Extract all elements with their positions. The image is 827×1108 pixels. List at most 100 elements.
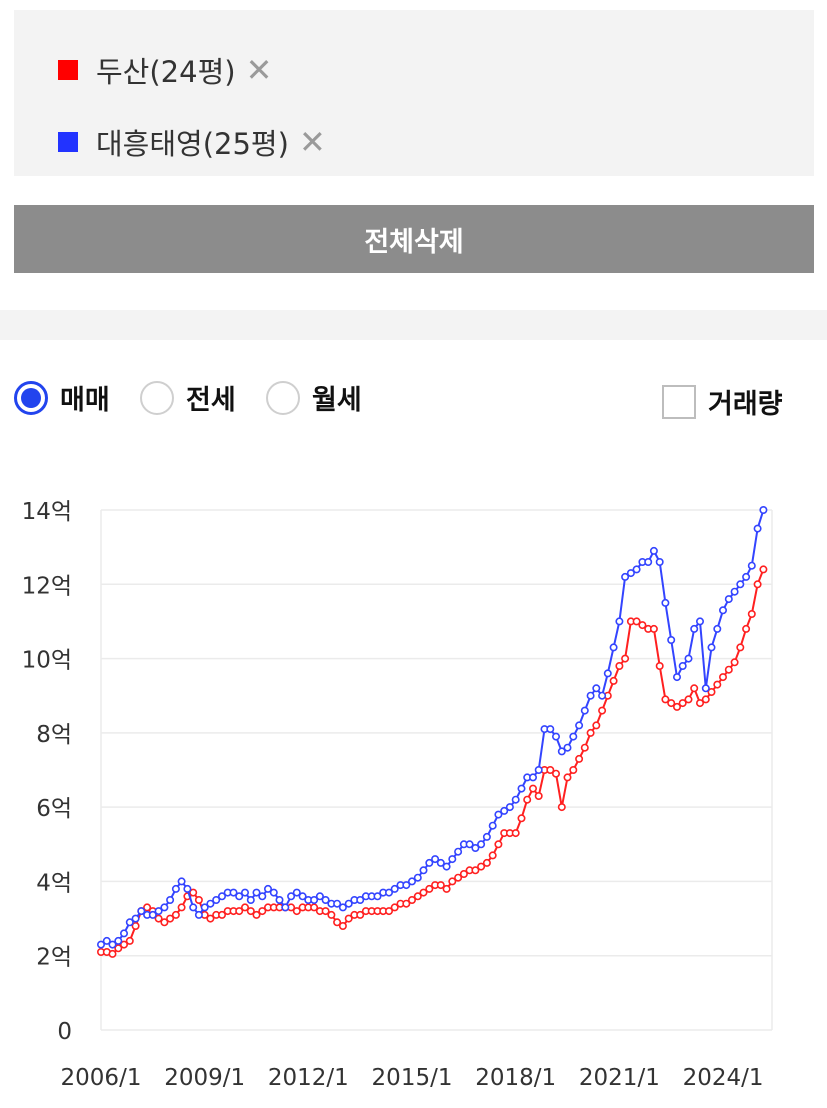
data-point	[436, 858, 445, 867]
data-point	[419, 888, 428, 897]
data-point	[419, 866, 428, 875]
close-icon[interactable]: ✕	[298, 123, 326, 161]
data-point	[713, 624, 722, 633]
data-point	[701, 684, 710, 693]
data-point	[707, 643, 716, 652]
data-point	[154, 907, 163, 916]
x-tick-label: 2009/1	[164, 1065, 245, 1091]
series-line-0	[101, 569, 765, 955]
data-point	[580, 743, 589, 752]
data-point	[373, 892, 382, 901]
data-point	[488, 851, 497, 860]
data-point	[448, 877, 457, 886]
data-point	[753, 524, 762, 533]
data-point	[695, 617, 704, 626]
data-point	[471, 866, 480, 875]
data-point	[384, 907, 393, 916]
data-point	[557, 747, 566, 756]
x-tick-label: 2012/1	[268, 1065, 349, 1091]
data-point	[528, 773, 537, 782]
data-point	[321, 907, 330, 916]
data-point	[166, 895, 175, 904]
legend-label-dusan: 두산(24평)	[96, 55, 236, 89]
data-point	[500, 806, 509, 815]
data-point	[189, 888, 198, 897]
data-point	[143, 903, 152, 912]
data-point	[747, 610, 756, 619]
data-point	[494, 840, 503, 849]
data-point	[407, 895, 416, 904]
data-point	[638, 621, 647, 630]
data-point	[482, 858, 491, 867]
data-point	[736, 580, 745, 589]
data-point	[384, 888, 393, 897]
data-point	[194, 910, 203, 919]
data-point	[235, 892, 244, 901]
data-point	[678, 662, 687, 671]
data-point	[229, 888, 238, 897]
data-point	[148, 910, 157, 919]
data-point	[724, 665, 733, 674]
data-point	[246, 895, 255, 904]
data-point	[517, 814, 526, 823]
data-point	[194, 895, 203, 904]
data-point	[609, 643, 618, 652]
data-point	[609, 676, 618, 685]
data-point	[551, 732, 560, 741]
data-point	[730, 658, 739, 667]
data-point	[120, 929, 129, 938]
y-tick-label: 14억	[22, 499, 72, 525]
close-icon[interactable]: ✕	[245, 51, 273, 89]
data-point	[701, 695, 710, 704]
data-point	[183, 884, 192, 893]
radio-jeonse[interactable]: 전세	[140, 378, 236, 417]
delete-all-button[interactable]: 전체삭제	[14, 205, 814, 273]
data-point	[546, 725, 555, 734]
data-point	[615, 662, 624, 671]
data-point	[592, 684, 601, 693]
data-point	[621, 572, 630, 581]
data-point	[649, 546, 658, 555]
data-point	[160, 918, 169, 927]
data-point	[753, 580, 762, 589]
data-point	[263, 884, 272, 893]
data-point	[724, 595, 733, 604]
data-point	[333, 918, 342, 927]
data-point	[586, 728, 595, 737]
data-point	[494, 810, 503, 819]
data-point	[402, 899, 411, 908]
radio-circle-icon	[14, 380, 48, 415]
data-point	[598, 706, 607, 715]
data-point	[212, 895, 221, 904]
data-point	[534, 791, 543, 800]
y-tick-label: 12억	[22, 573, 72, 599]
selected-complex-legend: 두산(24평) ✕ 대흥태영(25평) ✕	[14, 10, 814, 176]
data-point	[436, 881, 445, 890]
data-point	[557, 803, 566, 812]
data-point	[580, 706, 589, 715]
data-point	[626, 569, 635, 578]
data-point	[235, 907, 244, 916]
radio-monthly-rent[interactable]: 월세	[266, 378, 362, 417]
radio-sale[interactable]: 매매	[14, 378, 110, 417]
data-point	[661, 695, 670, 704]
data-point	[707, 688, 716, 697]
data-point	[454, 873, 463, 882]
data-point	[137, 907, 146, 916]
data-point	[442, 884, 451, 893]
y-tick-label: 10억	[22, 648, 72, 674]
data-point	[592, 721, 601, 730]
data-point	[177, 903, 186, 912]
radio-label-monthly-rent: 월세	[312, 385, 362, 416]
data-point	[120, 940, 129, 949]
data-point	[241, 903, 250, 912]
data-point	[690, 624, 699, 633]
data-point	[131, 914, 140, 923]
data-point	[442, 862, 451, 871]
data-point	[482, 832, 491, 841]
y-tick-label: 6억	[36, 796, 72, 822]
data-point	[511, 795, 520, 804]
data-point	[114, 944, 123, 953]
volume-checkbox[interactable]: 거래량	[662, 382, 783, 421]
data-point	[459, 869, 468, 878]
